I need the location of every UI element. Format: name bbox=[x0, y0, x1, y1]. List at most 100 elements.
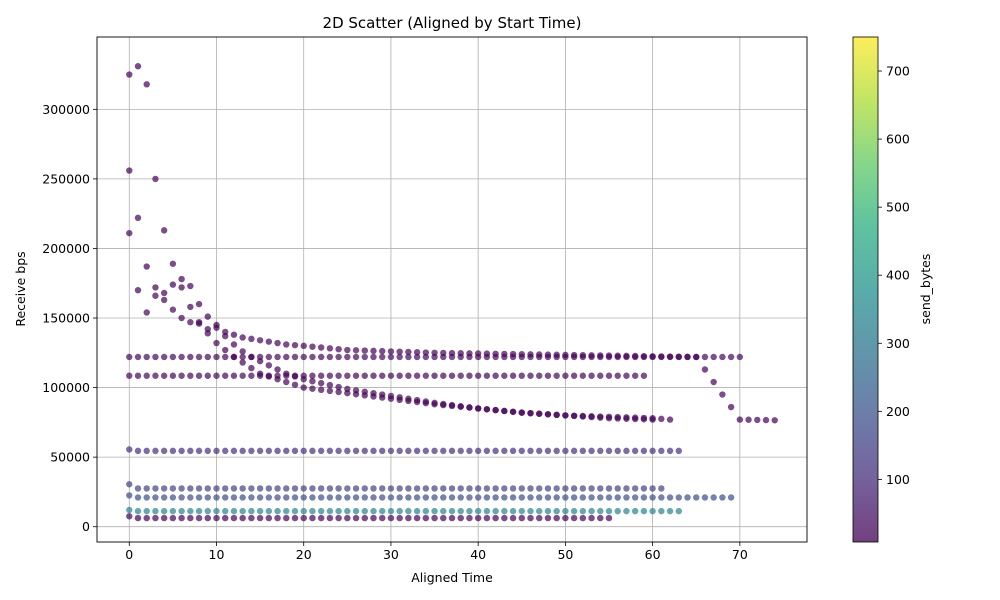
data-point bbox=[143, 494, 150, 501]
data-point bbox=[335, 514, 342, 522]
data-point bbox=[335, 447, 342, 455]
data-point bbox=[274, 366, 281, 373]
data-point bbox=[684, 353, 691, 361]
data-point bbox=[474, 485, 482, 492]
data-point bbox=[649, 353, 656, 360]
data-point bbox=[283, 353, 290, 361]
data-point bbox=[509, 507, 517, 515]
data-point bbox=[518, 507, 525, 515]
data-point bbox=[187, 514, 194, 522]
data-point bbox=[160, 514, 168, 522]
data-point bbox=[518, 409, 525, 416]
data-point bbox=[623, 485, 630, 492]
data-point bbox=[553, 372, 560, 379]
data-point bbox=[623, 507, 630, 515]
data-point bbox=[570, 351, 578, 359]
data-point bbox=[631, 415, 639, 423]
data-point bbox=[309, 385, 316, 392]
data-point bbox=[265, 338, 273, 345]
data-point bbox=[466, 494, 473, 501]
data-point bbox=[195, 320, 203, 327]
x-tick-label: 40 bbox=[470, 547, 486, 562]
data-point bbox=[501, 447, 508, 455]
data-point bbox=[204, 330, 211, 337]
data-point bbox=[640, 494, 648, 501]
data-point bbox=[579, 494, 587, 501]
x-tick-label: 50 bbox=[557, 547, 573, 562]
data-point bbox=[379, 447, 386, 455]
data-point bbox=[222, 372, 229, 379]
data-point bbox=[160, 447, 168, 455]
data-point bbox=[405, 372, 412, 379]
data-point bbox=[204, 353, 211, 361]
data-point bbox=[492, 494, 499, 501]
data-point bbox=[309, 485, 316, 492]
data-point bbox=[204, 485, 211, 492]
data-point bbox=[413, 372, 421, 379]
data-point bbox=[143, 372, 150, 379]
colorbar-tick-label: 400 bbox=[886, 268, 910, 283]
data-point bbox=[623, 415, 630, 422]
data-point bbox=[344, 372, 351, 379]
data-point bbox=[169, 507, 177, 515]
data-point bbox=[370, 372, 377, 379]
data-point bbox=[134, 507, 142, 515]
data-point bbox=[570, 485, 578, 492]
data-point bbox=[274, 376, 281, 383]
data-point bbox=[396, 447, 403, 455]
data-point bbox=[701, 353, 709, 361]
data-point bbox=[413, 353, 421, 361]
data-point bbox=[274, 494, 281, 501]
data-point bbox=[134, 485, 142, 492]
data-point bbox=[379, 372, 386, 379]
data-point bbox=[352, 494, 360, 501]
data-point bbox=[422, 353, 430, 361]
data-point bbox=[187, 447, 194, 455]
data-point bbox=[256, 370, 264, 377]
data-point bbox=[492, 350, 499, 357]
x-tick-label: 20 bbox=[296, 547, 312, 562]
data-point bbox=[178, 314, 185, 322]
data-point bbox=[344, 346, 351, 354]
data-point bbox=[448, 372, 456, 379]
data-point bbox=[143, 507, 150, 515]
data-point bbox=[291, 353, 299, 361]
data-point bbox=[248, 364, 255, 372]
data-point bbox=[483, 514, 491, 522]
data-point bbox=[570, 507, 578, 515]
data-point bbox=[222, 485, 229, 492]
data-point bbox=[396, 494, 403, 501]
data-point bbox=[579, 514, 587, 522]
data-point bbox=[239, 485, 246, 492]
data-point bbox=[518, 350, 525, 358]
data-point bbox=[178, 485, 185, 492]
data-point bbox=[544, 447, 552, 455]
data-point bbox=[178, 372, 185, 379]
data-point bbox=[309, 507, 316, 515]
data-point bbox=[152, 485, 159, 492]
data-point bbox=[605, 507, 613, 515]
data-point bbox=[187, 318, 194, 326]
y-tick-label: 200000 bbox=[42, 241, 90, 256]
data-point bbox=[160, 485, 168, 492]
data-point bbox=[361, 485, 368, 492]
data-point bbox=[213, 324, 220, 331]
data-point bbox=[195, 447, 203, 455]
data-point bbox=[230, 485, 238, 492]
data-point bbox=[326, 381, 334, 389]
data-point bbox=[335, 353, 342, 361]
data-point bbox=[195, 494, 203, 501]
data-point bbox=[265, 507, 273, 515]
data-point bbox=[666, 494, 674, 501]
data-point bbox=[256, 447, 264, 455]
data-point bbox=[326, 494, 334, 501]
data-point bbox=[291, 514, 299, 522]
data-point bbox=[265, 494, 273, 501]
data-point bbox=[265, 373, 273, 380]
data-point bbox=[143, 485, 150, 492]
data-point bbox=[379, 514, 386, 522]
data-point bbox=[126, 71, 133, 78]
data-point bbox=[405, 494, 412, 501]
data-point bbox=[326, 345, 334, 352]
data-point bbox=[222, 353, 229, 361]
